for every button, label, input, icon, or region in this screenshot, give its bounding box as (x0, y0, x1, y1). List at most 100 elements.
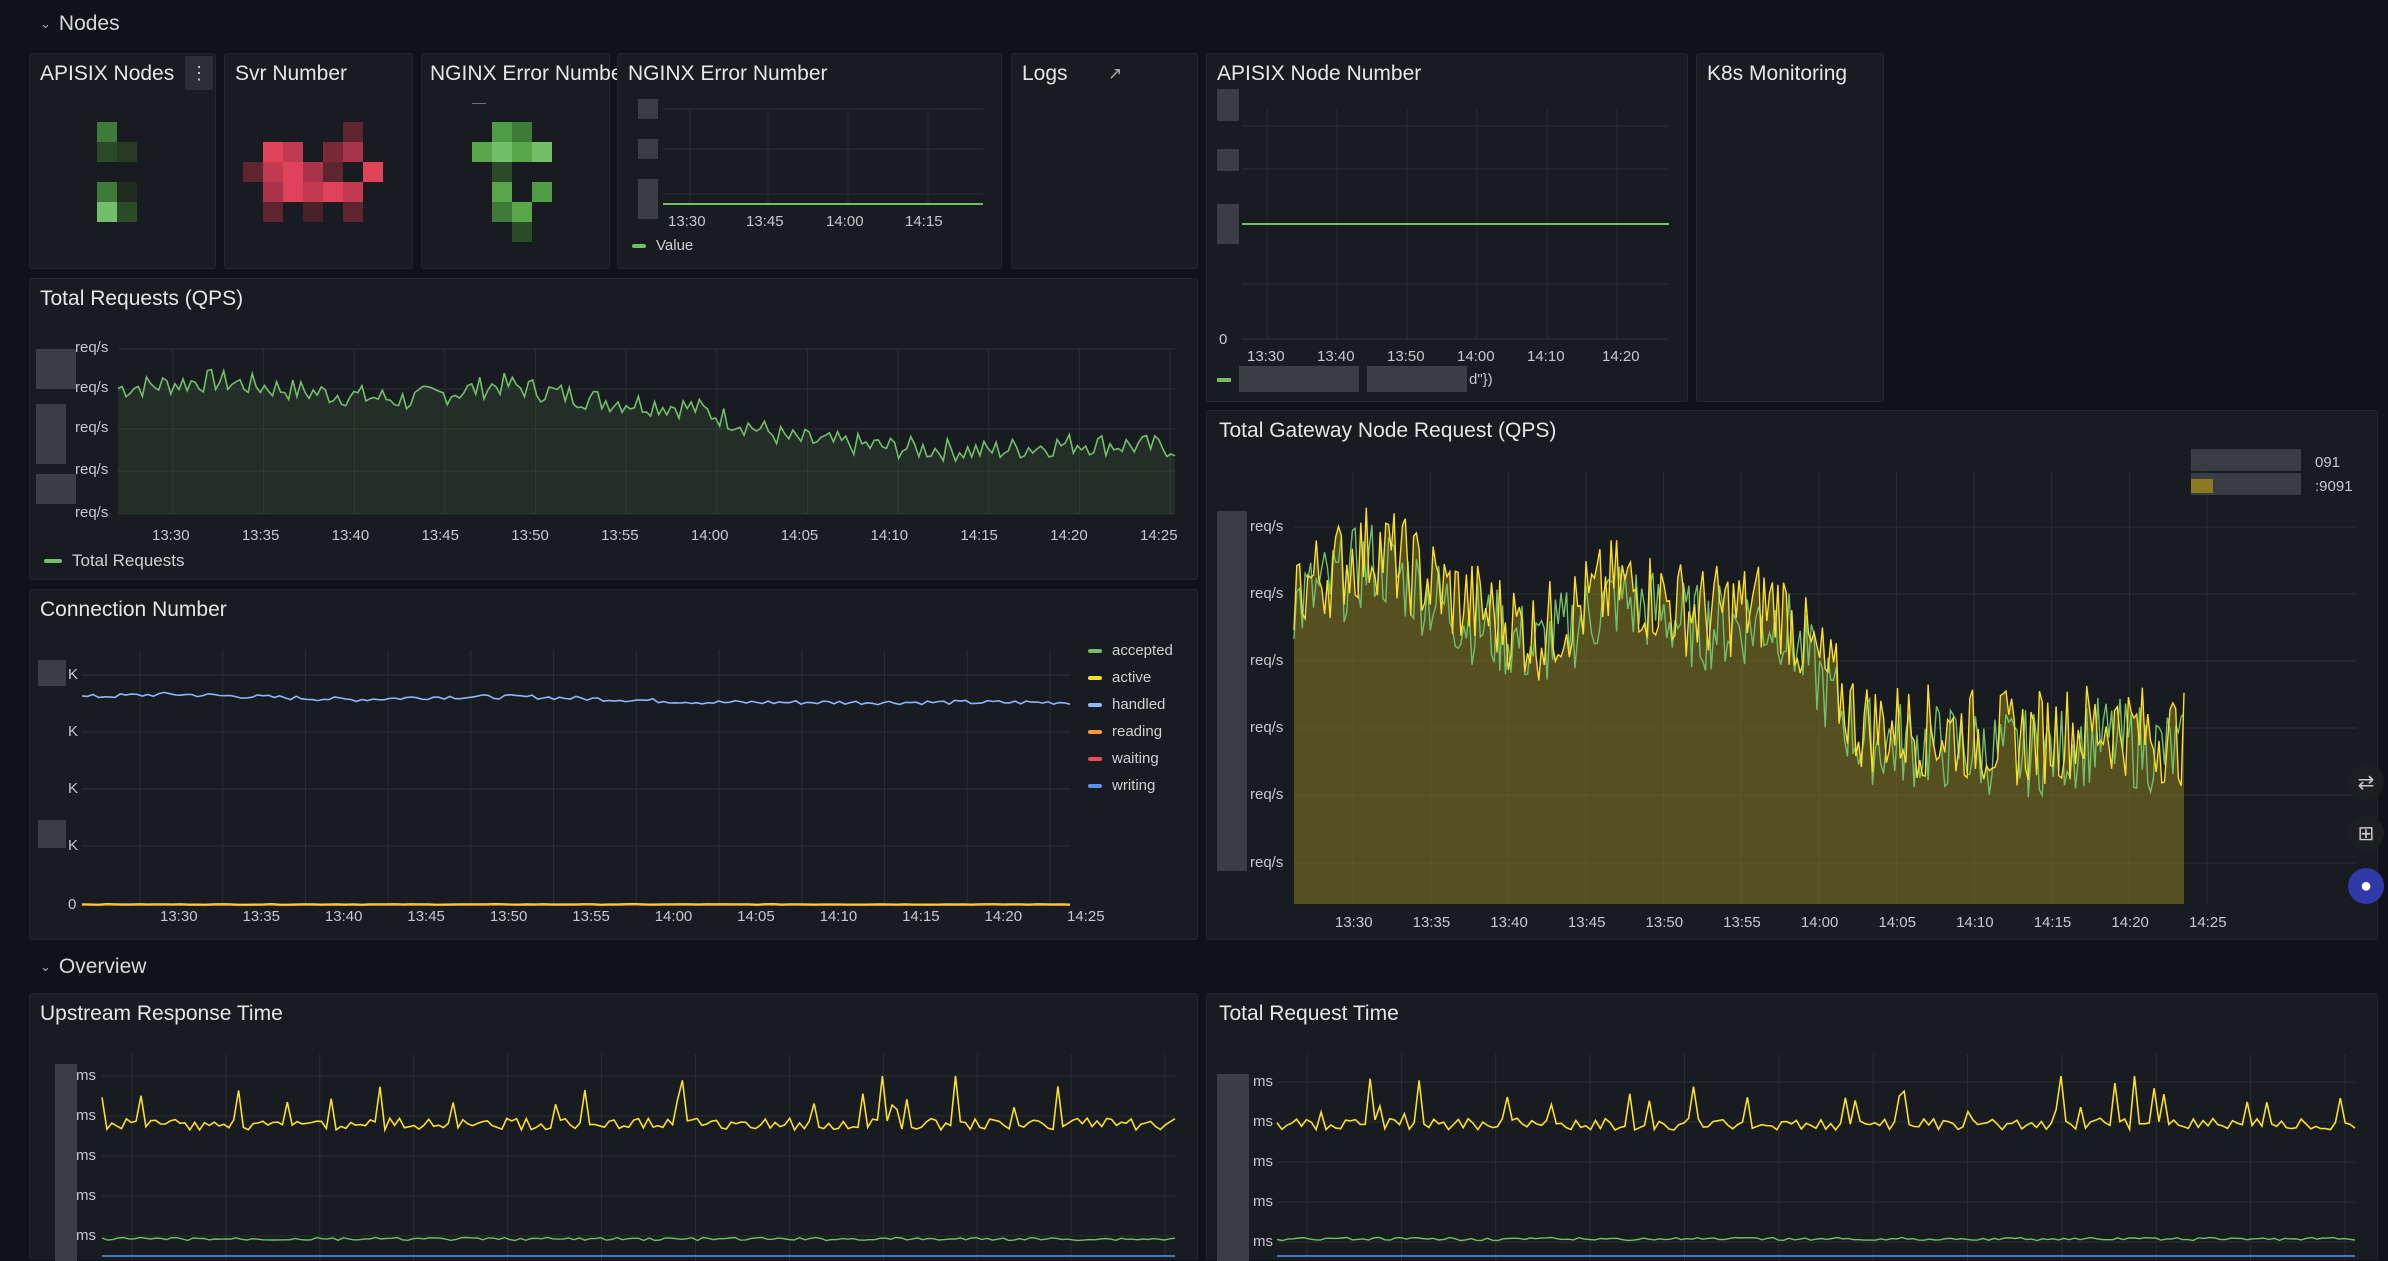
y-tick: req/s (1250, 518, 1283, 535)
legend-label: Value (656, 237, 694, 254)
x-tick: 13:35 (242, 908, 280, 925)
x-tick: 14:00 (691, 527, 729, 544)
legend-item[interactable]: Total Requests (44, 551, 184, 571)
chart-gateway-node-request: req/s req/s req/s req/s req/s req/s 13:30 13:3… (1217, 449, 2357, 931)
x-tick: 14:15 (960, 527, 998, 544)
grid-icon[interactable]: ⊞ (2348, 815, 2384, 851)
x-tick: 13:45 (421, 527, 459, 544)
row-nodes-header[interactable]: ⌄ Nodes (40, 12, 120, 36)
panel-apisix-nodes[interactable]: APISIX Nodes ⋮ (29, 53, 216, 269)
panel-total-request-time[interactable]: Total Request Time ms ms ms ms ms (1206, 993, 2378, 1261)
panel-title: K8s Monitoring (1707, 62, 1848, 85)
panel-apisix-node-number[interactable]: APISIX Node Number 0 13:30 13:40 13:50 1… (1206, 53, 1688, 402)
chart-total-requests: req/s req/s req/s req/s req/s 13:30 13:35 13:4… (36, 339, 1178, 544)
axis-label-blur (1217, 511, 1247, 871)
series-line-handled (81, 691, 1071, 706)
y-tick: req/s (1250, 719, 1283, 736)
legend-label: waiting (1112, 750, 1159, 767)
axis-label-blur (1217, 204, 1239, 244)
legend-item[interactable]: reading (1088, 723, 1162, 740)
legend-label-blur (1367, 366, 1467, 392)
axis-label-blur (55, 1064, 77, 1261)
x-tick: 14:15 (902, 908, 940, 925)
panel-nginx-error-timeseries[interactable]: NGINX Error Number 13:30 13:45 14:00 14:… (617, 53, 1002, 269)
x-tick: 13:45 (1568, 914, 1606, 931)
legend-swatch (44, 559, 62, 563)
panel-k8s-monitoring[interactable]: K8s Monitoring (1696, 53, 1884, 402)
legend-item[interactable]: Value (632, 237, 693, 254)
x-tick: 14:10 (1527, 348, 1565, 365)
legend-label: Total Requests (72, 551, 185, 570)
legend-item[interactable]: active (1088, 669, 1151, 686)
x-tick: 14:20 (985, 908, 1023, 925)
y-tick: ms (76, 1187, 96, 1204)
chart-total-request-time: ms ms ms ms ms (1217, 1054, 2356, 1261)
series-line-reading (81, 903, 1071, 907)
panel-upstream-response-time[interactable]: Upstream Response Time ms ms ms ms ms (29, 993, 1198, 1261)
legend-swatch (1088, 675, 1102, 680)
series-line-active (81, 902, 1071, 906)
series-line-yellow (101, 1075, 1176, 1133)
legend-item[interactable]: writing (1088, 777, 1155, 794)
chevron-down-icon: ⌄ (40, 959, 51, 974)
y-tick: ms (76, 1107, 96, 1124)
grid (82, 650, 1070, 906)
panel-title: Total Requests (QPS) (40, 287, 244, 310)
panel-title: Upstream Response Time (40, 1002, 283, 1025)
legend-label: accepted (1112, 642, 1173, 659)
legend-item[interactable]: waiting (1088, 750, 1159, 767)
x-tick: 14:10 (1956, 914, 1994, 931)
x-tick: 14:10 (871, 527, 909, 544)
x-tick: 13:35 (242, 527, 280, 544)
series-line-green (1276, 1236, 2356, 1242)
assistant-icon[interactable]: ● (2348, 868, 2384, 904)
x-tick: 14:00 (655, 908, 693, 925)
x-tick: 14:25 (1140, 527, 1178, 544)
panel-connection-number[interactable]: Connection Number K K K K 0 13:30 13:35 13:40 1… (29, 589, 1198, 940)
y-tick: K (68, 837, 78, 854)
translate-icon[interactable]: ⇄ (2348, 764, 2384, 800)
panel-title: APISIX Nodes (40, 62, 175, 85)
legend-label: writing (1112, 777, 1156, 794)
y-tick: req/s (1250, 652, 1283, 669)
x-tick: 14:10 (820, 908, 858, 925)
legend-label-blur (1239, 366, 1359, 392)
external-link-icon[interactable]: ↗ (1108, 64, 1123, 83)
x-tick: 14:00 (1457, 348, 1495, 365)
legend-label: active (1112, 669, 1152, 686)
legend-swatch (1088, 756, 1102, 761)
panel-title: Svr Number (235, 62, 348, 85)
chart-apisix-node-number: 0 13:30 13:40 13:50 14:00 14:10 14:20 d"… (1217, 89, 1669, 392)
y-tick: req/s (75, 461, 108, 478)
axis-label-blur (1217, 89, 1239, 121)
series-line-yellow (1276, 1075, 2356, 1133)
panel-logs[interactable]: Logs ↗ (1011, 53, 1198, 269)
panel-title: NGINX Error Number (1h) (430, 62, 673, 85)
x-tick: 13:30 (152, 527, 190, 544)
row-title: Overview (58, 955, 147, 978)
panel-title: NGINX Error Number (628, 62, 828, 85)
axis-label-blur (638, 179, 658, 219)
legend-item[interactable]: accepted (1088, 642, 1173, 659)
y-tick: ms (1253, 1153, 1273, 1170)
vertical-dots-icon[interactable]: ⋮ (185, 56, 213, 90)
chart-nginx-error: 13:30 13:45 14:00 14:15 (638, 99, 983, 230)
x-tick: 13:55 (572, 908, 610, 925)
grid (102, 1054, 1175, 1261)
legend-swatch (1217, 378, 1231, 382)
row-overview-header[interactable]: ⌄ Overview (40, 955, 146, 979)
legend-item[interactable]: handled (1088, 696, 1165, 713)
panel-svr-number[interactable]: Svr Number (224, 53, 413, 269)
y-tick: ms (76, 1227, 96, 1244)
series-line-total-requests (117, 368, 1176, 464)
legend-swatch (1088, 729, 1102, 734)
legend-label-blur (2191, 449, 2301, 471)
series-area (118, 369, 1175, 514)
axis-label-blur (38, 820, 66, 848)
x-tick: 13:55 (601, 527, 639, 544)
panel-total-requests[interactable]: Total Requests (QPS) req/s req/s req/s req/… (29, 278, 1198, 580)
panel-gateway-node-request[interactable]: Total Gateway Node Request (QPS) req/s re… (1206, 410, 2378, 940)
panel-nginx-error-1h[interactable]: NGINX Error Number (1h) — (421, 53, 673, 269)
axis-label-blur (36, 404, 66, 464)
x-tick: 13:30 (668, 213, 706, 230)
